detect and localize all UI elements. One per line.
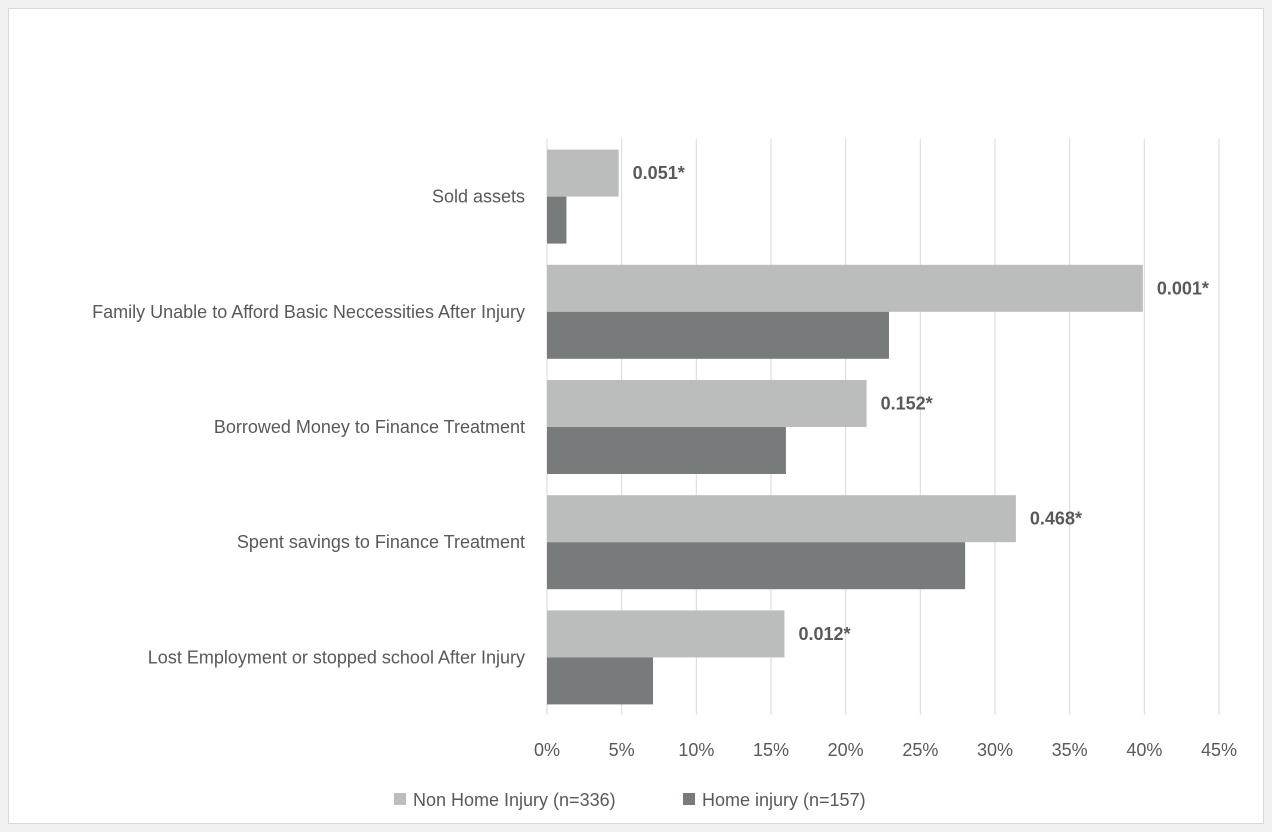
legend: Non Home Injury (n=336) Home injury (n=15… — [394, 790, 866, 810]
bar-chart: 0.051* 0.001* 0.152* 0.468* 0.012* Sold asse… — [92, 139, 1237, 810]
x-tick-label: 40% — [1126, 740, 1162, 760]
category-labels: Sold assets Family Unable to Afford Basic… — [92, 187, 525, 668]
legend-label: Home injury (n=157) — [702, 790, 866, 810]
chart-frame: 0.051* 0.001* 0.152* 0.468* 0.012* Sold asse… — [8, 8, 1264, 824]
bar — [547, 196, 567, 244]
legend-swatch — [394, 793, 406, 805]
bar — [547, 542, 966, 590]
x-tick-label: 15% — [753, 740, 789, 760]
bar — [547, 149, 619, 197]
bar — [547, 610, 785, 658]
x-tick-label: 10% — [678, 740, 714, 760]
bars — [547, 149, 1143, 705]
data-label: 0.468* — [1030, 509, 1082, 529]
bar — [547, 427, 786, 474]
bar — [547, 657, 654, 705]
x-tick-label: 20% — [828, 740, 864, 760]
x-tick-label: 45% — [1201, 740, 1237, 760]
data-label: 0.051* — [633, 163, 685, 183]
data-label: 0.012* — [798, 624, 850, 644]
x-tick-label: 0% — [534, 740, 560, 760]
category-label: Lost Employment or stopped school After … — [148, 647, 525, 667]
category-label: Borrowed Money to Finance Treatment — [214, 417, 525, 437]
bar — [547, 264, 1143, 312]
category-label: Sold assets — [432, 187, 525, 207]
category-label: Family Unable to Afford Basic Neccessiti… — [92, 302, 525, 322]
legend-label: Non Home Injury (n=336) — [413, 790, 616, 810]
bar — [547, 495, 1016, 543]
x-tick-label: 5% — [609, 740, 635, 760]
category-label: Spent savings to Finance Treatment — [237, 532, 525, 552]
x-tick-label: 30% — [977, 740, 1013, 760]
data-label: 0.001* — [1157, 278, 1209, 298]
bar — [547, 311, 889, 359]
x-tick-label: 25% — [902, 740, 938, 760]
legend-swatch — [683, 793, 695, 805]
data-labels: 0.051* 0.001* 0.152* 0.468* 0.012* — [633, 163, 1209, 644]
data-label: 0.152* — [881, 394, 933, 414]
x-axis-ticks: 0% 5% 10% 15% 20% 25% 30% 35% 40% 45% — [534, 740, 1237, 760]
x-tick-label: 35% — [1052, 740, 1088, 760]
bar — [547, 380, 867, 427]
